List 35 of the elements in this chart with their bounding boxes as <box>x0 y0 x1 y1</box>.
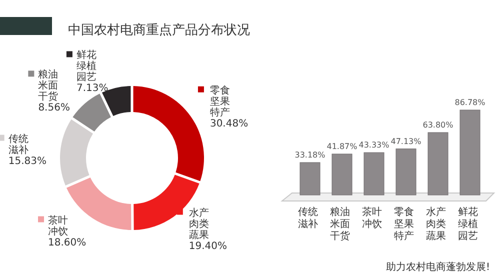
x-tick-label: 水产肉类蔬果 <box>426 206 446 242</box>
legend-label: 鲜花绿植园艺 <box>76 49 96 84</box>
data-label: 30.48% <box>210 118 248 130</box>
bar <box>396 148 416 196</box>
x-tick-label: 粮油米面干货 <box>330 206 350 242</box>
text: 助力农村电商蓬勃发展! <box>386 261 490 273</box>
data-label: 15.83% <box>8 156 46 167</box>
bar <box>460 110 480 196</box>
data-label: 19.40% <box>188 240 228 252</box>
legend-label: 零食坚果特产 <box>210 84 230 118</box>
data-label: 63.80% <box>422 120 454 130</box>
data-label: 33.18% <box>294 150 326 160</box>
legend-label: 传统滋补 <box>8 132 28 156</box>
data-label: 47.13% <box>390 136 422 146</box>
x-tick-label: 鲜花绿植园艺 <box>458 206 478 242</box>
bar <box>428 132 448 196</box>
x-tick-label: 茶叶冲饮 <box>362 206 382 230</box>
donut-slice <box>133 86 204 182</box>
bar <box>364 152 384 196</box>
data-label: 7.13% <box>76 83 108 94</box>
x-tick-label: 传统滋补 <box>298 206 318 230</box>
bar <box>332 154 352 196</box>
data-label: 8.56% <box>38 102 70 114</box>
donut-slice <box>134 174 200 230</box>
data-label: 41.87% <box>326 142 358 151</box>
data-label: 43.33% <box>358 140 390 150</box>
donut-slice <box>72 94 111 132</box>
data-label: 86.78% <box>454 98 486 107</box>
bar <box>300 162 320 196</box>
data-label: 18.60% <box>48 237 86 248</box>
x-tick-label: 零食坚果特产 <box>394 206 414 242</box>
donut-slice <box>66 177 132 230</box>
legend-label: 粮油米面干货 <box>38 68 58 103</box>
chart-title: 中国农村电商重点产品分布状况 <box>68 23 250 38</box>
donut-slice <box>60 119 93 186</box>
